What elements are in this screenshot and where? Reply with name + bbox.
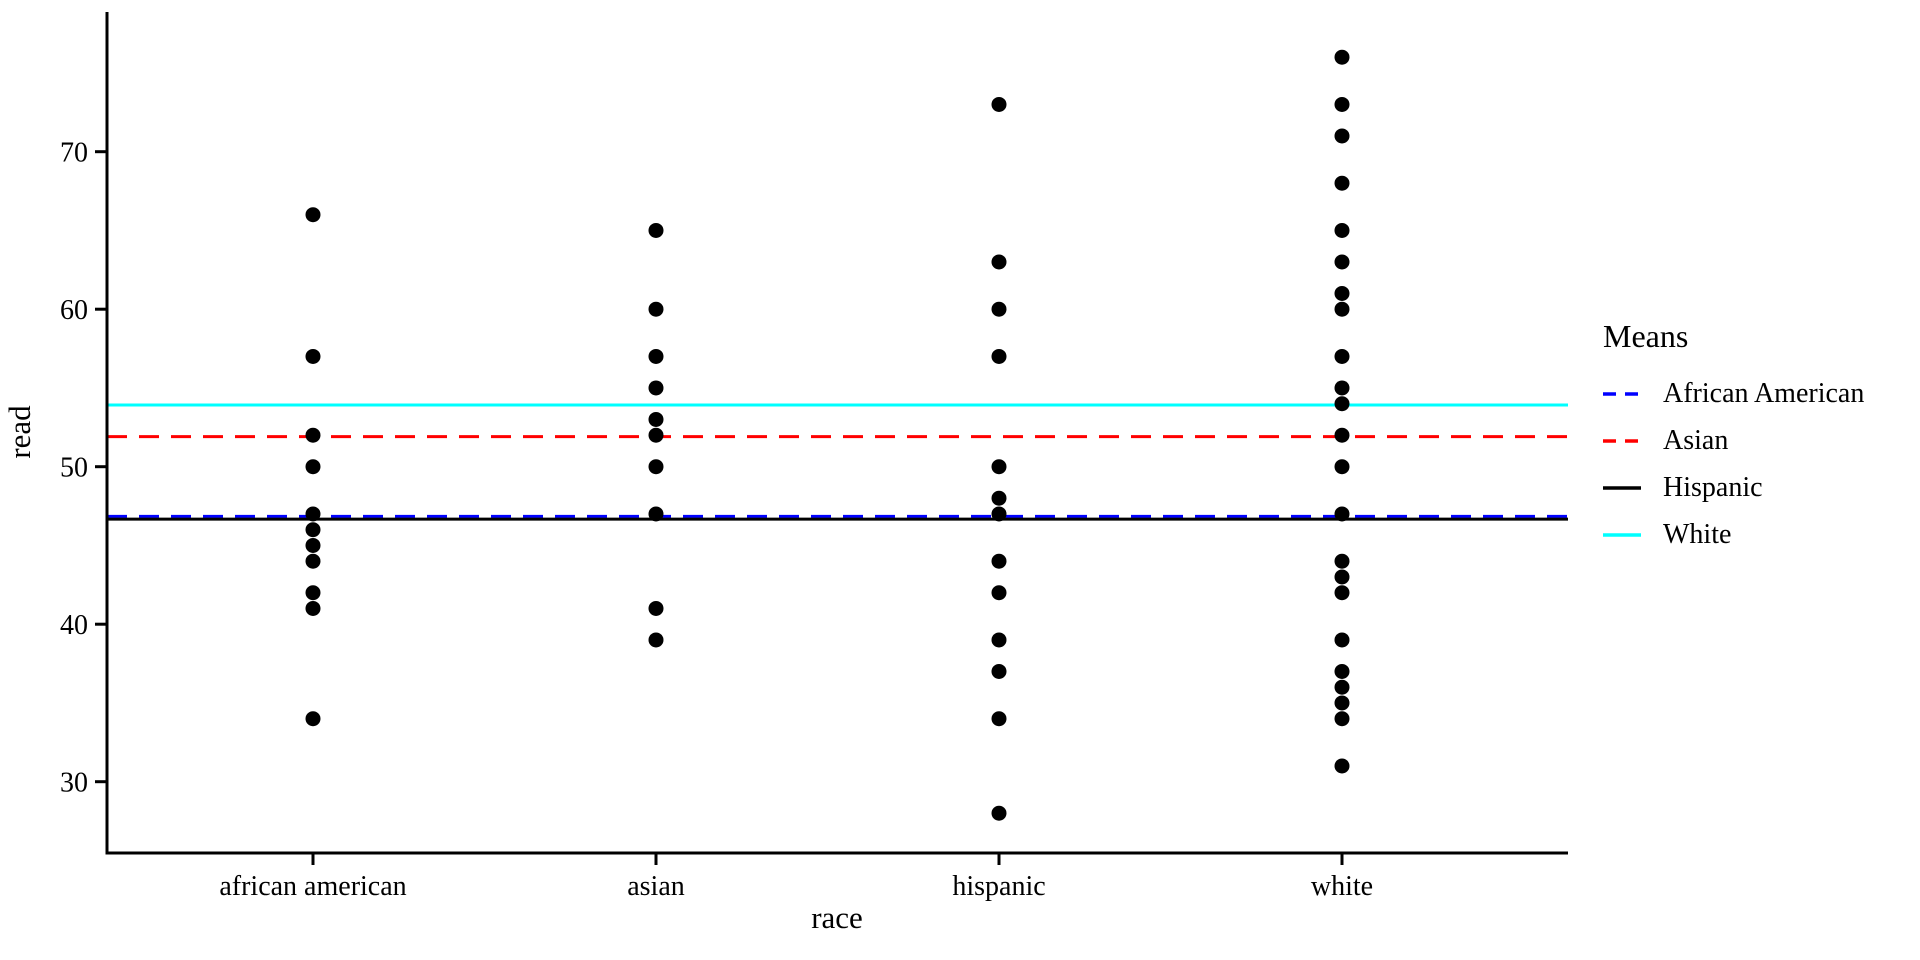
y-axis-ticks-group: 30 40 50 60 70 (60, 138, 107, 799)
data-point (1334, 301, 1350, 317)
legend-key-line (1603, 391, 1641, 396)
legend-entry-white: White (1603, 511, 1903, 558)
legend-rows: African American Asian Hispanic White (1603, 370, 1903, 558)
y-tick-label: 40 (60, 610, 88, 641)
data-point (991, 490, 1007, 506)
legend-key-line (1603, 532, 1641, 537)
data-point (648, 301, 664, 317)
legend-entry-label: Asian (1663, 424, 1729, 456)
data-point (1334, 427, 1350, 443)
data-point (1334, 711, 1350, 727)
legend-entry-hispanic: Hispanic (1603, 464, 1903, 511)
data-point (1334, 758, 1350, 774)
data-point (648, 411, 664, 427)
data-point (1334, 380, 1350, 396)
data-point (305, 600, 321, 616)
data-point (991, 711, 1007, 727)
legend-entry-label: White (1663, 518, 1732, 550)
data-point (1334, 285, 1350, 301)
y-tick-label: 30 (60, 768, 88, 799)
data-point (1334, 49, 1350, 65)
data-point (648, 427, 664, 443)
mean-lines-group (107, 403, 1568, 521)
legend: Means African American Asian Hispanic White (1603, 318, 1903, 558)
data-point (648, 506, 664, 522)
data-point (991, 506, 1007, 522)
x-tick-label-african-american: african american (219, 871, 406, 902)
data-point (1334, 695, 1350, 711)
data-point (305, 207, 321, 223)
data-point (1334, 553, 1350, 569)
data-point (991, 348, 1007, 364)
data-point (991, 805, 1007, 821)
data-point (1334, 632, 1350, 648)
x-axis-title: race (811, 900, 863, 935)
data-point (305, 506, 321, 522)
legend-entry-african-american: African American (1603, 370, 1903, 417)
data-point (648, 380, 664, 396)
y-axis-title: read (2, 405, 37, 459)
data-point (991, 585, 1007, 601)
data-point (1334, 396, 1350, 412)
legend-key-line (1603, 485, 1641, 490)
data-point (305, 522, 321, 538)
data-point (648, 600, 664, 616)
data-point (648, 348, 664, 364)
data-point (305, 711, 321, 727)
data-point (991, 459, 1007, 475)
data-points-group (305, 49, 1350, 821)
data-point (1334, 679, 1350, 695)
data-point (305, 553, 321, 569)
y-tick-label: 50 (60, 453, 88, 484)
x-tick-label-white: white (1311, 871, 1373, 902)
data-point (1334, 585, 1350, 601)
y-tick-label: 70 (60, 138, 88, 169)
legend-entry-label: Hispanic (1663, 471, 1763, 503)
legend-title: Means (1603, 318, 1689, 354)
legend-entry-label: African American (1663, 377, 1865, 409)
data-point (1334, 222, 1350, 238)
data-point (305, 537, 321, 553)
data-point (1334, 254, 1350, 270)
data-point (305, 348, 321, 364)
data-point (1334, 663, 1350, 679)
data-point (1334, 128, 1350, 144)
x-tick-label-asian: asian (627, 871, 685, 902)
data-point (1334, 569, 1350, 585)
data-point (1334, 459, 1350, 475)
data-point (648, 459, 664, 475)
data-point (1334, 175, 1350, 191)
data-point (991, 663, 1007, 679)
data-point (1334, 348, 1350, 364)
data-point (648, 632, 664, 648)
data-point (305, 427, 321, 443)
data-point (305, 585, 321, 601)
data-point (305, 459, 321, 475)
data-point (991, 96, 1007, 112)
data-point (1334, 96, 1350, 112)
data-point (991, 553, 1007, 569)
x-axis-ticks-group: african american asian hispanic white (219, 853, 1373, 902)
x-tick-label-hispanic: hispanic (952, 871, 1045, 902)
legend-entry-asian: Asian (1603, 417, 1903, 464)
data-point (991, 632, 1007, 648)
data-point (991, 301, 1007, 317)
data-point (648, 222, 664, 238)
data-point (991, 254, 1007, 270)
legend-key-line (1603, 438, 1641, 443)
y-tick-label: 60 (60, 295, 88, 326)
data-point (1334, 506, 1350, 522)
